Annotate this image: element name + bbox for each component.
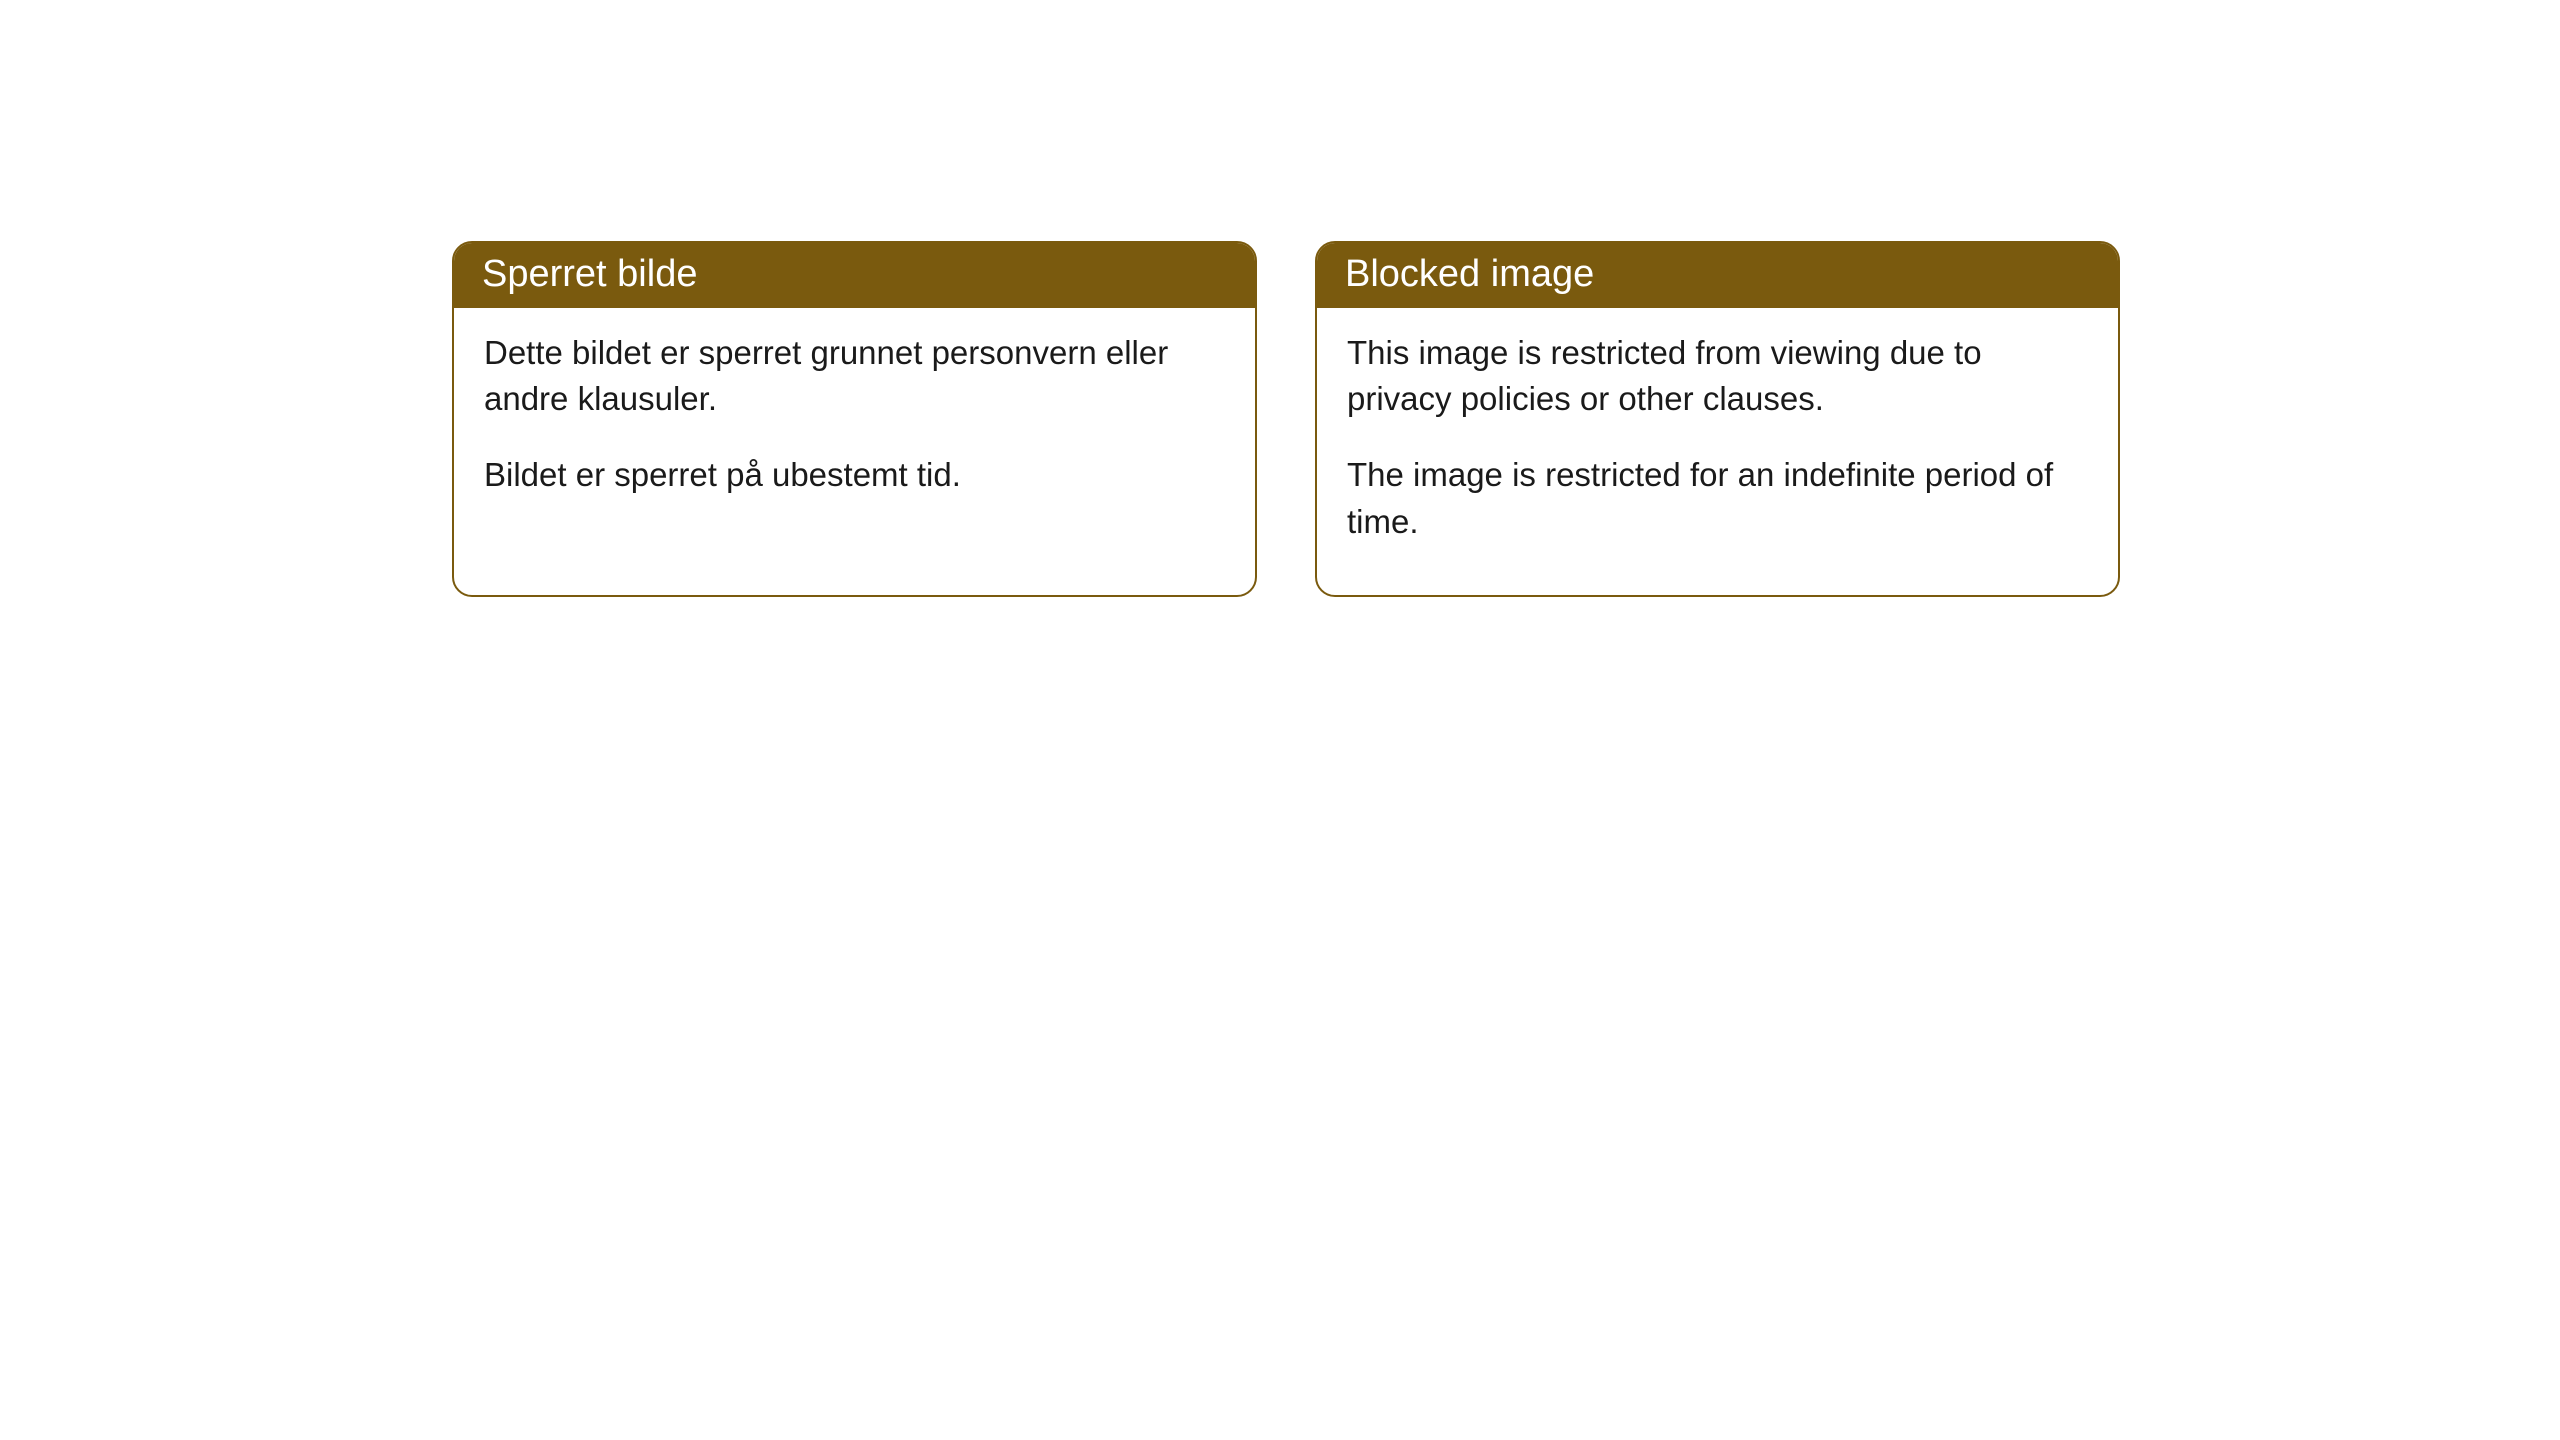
card-title: Sperret bilde [482,253,697,295]
blocked-image-card-norwegian: Sperret bilde Dette bildet er sperret gr… [452,241,1257,597]
card-body: Dette bildet er sperret grunnet personve… [454,308,1255,549]
card-title: Blocked image [1345,253,1594,295]
card-header: Blocked image [1317,243,2118,308]
notice-cards-container: Sperret bilde Dette bildet er sperret gr… [452,241,2120,597]
card-paragraph-2: Bildet er sperret på ubestemt tid. [484,452,1225,498]
card-header: Sperret bilde [454,243,1255,308]
card-body: This image is restricted from viewing du… [1317,308,2118,595]
card-paragraph-2: The image is restricted for an indefinit… [1347,452,2088,544]
card-paragraph-1: This image is restricted from viewing du… [1347,330,2088,422]
blocked-image-card-english: Blocked image This image is restricted f… [1315,241,2120,597]
card-paragraph-1: Dette bildet er sperret grunnet personve… [484,330,1225,422]
